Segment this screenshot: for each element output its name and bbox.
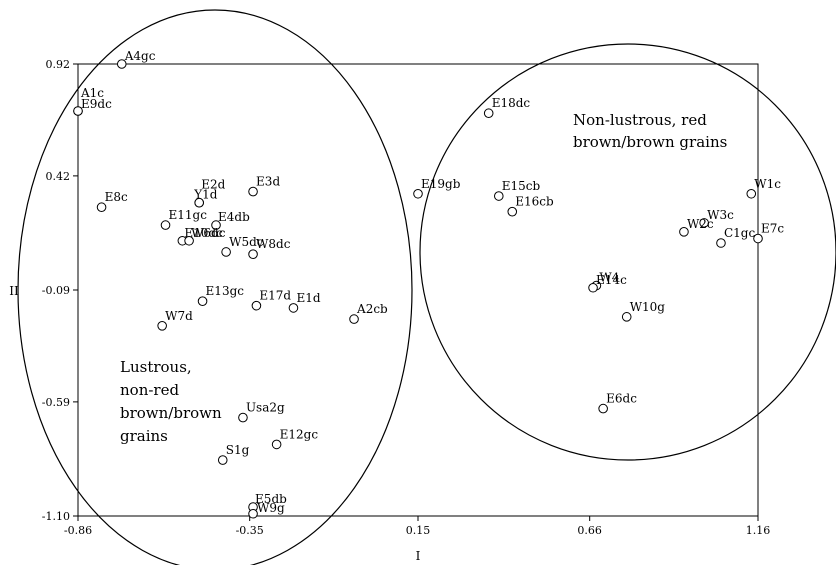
x-tick-label: 0.66 [577, 524, 602, 537]
point-label: S1g [226, 443, 250, 457]
ellipse-lustrous-cluster [17, 9, 413, 565]
annotation-text: non-red [120, 381, 179, 399]
y-tick-label: 0.42 [46, 170, 71, 183]
point-label: Y1d [193, 188, 218, 202]
point-label: E6dc [606, 392, 637, 406]
data-point [194, 197, 204, 208]
data-point [507, 206, 518, 217]
x-axis-label: I [416, 549, 421, 563]
data-point [598, 403, 608, 414]
data-point [211, 220, 221, 230]
point-label: A1c [80, 86, 104, 100]
data-point [238, 412, 248, 423]
data-point [699, 218, 709, 228]
data-point [160, 220, 171, 230]
point-label: W9g [257, 501, 285, 515]
data-point [483, 108, 494, 119]
point-label: E18dc [492, 96, 531, 110]
point-label: E10dc [184, 226, 223, 240]
data-point [753, 233, 763, 244]
x-tick-label: -0.35 [236, 524, 264, 537]
data-point [413, 188, 423, 199]
annotation-text: Lustrous, [120, 358, 192, 376]
data-point [217, 455, 228, 465]
cluster-ellipses [17, 9, 836, 565]
data-point [197, 296, 208, 306]
y-tick-label: -0.59 [42, 396, 70, 409]
axis-ticks: -0.86 -0.35 0.15 0.66 1.16 0.92 0.42 -0.09 -0.59… [42, 58, 770, 537]
data-point [248, 249, 258, 259]
data-point [621, 312, 632, 322]
point-label: E2d [201, 178, 225, 192]
point-label: E8c [105, 190, 128, 204]
point-label: E16cb [515, 195, 554, 209]
data-point [73, 106, 83, 116]
point-label: W8dc [256, 237, 291, 251]
plot-frame [77, 63, 759, 517]
ellipse-nonlustrous-cluster [419, 43, 836, 461]
cluster-annotations: Non-lustrous, red brown/brown grains Lustr… [120, 111, 727, 445]
y-tick-label: -0.09 [42, 284, 70, 297]
point-label: E15cb [502, 179, 541, 193]
point-label: E7c [761, 222, 784, 236]
point-label: E1d [296, 291, 320, 305]
point-label: A2cb [356, 302, 388, 316]
data-point [716, 238, 726, 248]
point-label: W4 [599, 271, 619, 285]
data-point [116, 59, 127, 69]
point-label: E3d [256, 175, 280, 189]
data-point [493, 191, 504, 201]
point-label: A4gc [124, 49, 156, 63]
point-label: W7d [165, 309, 193, 323]
x-tick-label: 1.16 [746, 524, 771, 537]
data-point [679, 227, 689, 237]
data-point [184, 235, 194, 246]
y-tick-label: -1.10 [42, 510, 70, 523]
point-label: W1c [754, 177, 781, 191]
data-point [251, 300, 262, 311]
data-point [157, 321, 167, 331]
point-label: E11gc [169, 208, 208, 222]
point-label: E12gc [280, 427, 319, 441]
point-label: E19gb [421, 177, 461, 191]
data-point [248, 508, 258, 519]
point-label: C1gc [724, 226, 755, 240]
annotation-text: grains [120, 427, 168, 445]
point-label: E4db [218, 210, 250, 224]
point-label: W3c [707, 208, 734, 222]
data-point [288, 303, 299, 313]
data-point [248, 186, 258, 197]
y-axis-label: II [9, 284, 19, 298]
point-label: E9dc [81, 97, 112, 111]
point-label: Usa2g [246, 401, 285, 415]
point-label: W2c [687, 217, 714, 231]
annotation-text: brown/brown grains [573, 133, 727, 151]
data-point [271, 439, 282, 450]
point-label: E14c [596, 273, 627, 287]
point-label: E13gc [206, 284, 245, 298]
data-point [96, 202, 107, 213]
point-label: W6dc [191, 226, 226, 240]
point-label: W5dc [229, 235, 264, 249]
y-tick-label: 0.92 [46, 58, 71, 71]
data-point [221, 247, 231, 257]
point-label: E17d [259, 289, 291, 303]
data-point [588, 282, 598, 293]
data-point [349, 314, 359, 324]
x-tick-label: -0.86 [64, 524, 92, 537]
point-label: W10g [630, 300, 666, 314]
point-label: E5db [255, 492, 287, 506]
x-tick-label: 0.15 [406, 524, 431, 537]
annotation-text: Non-lustrous, red [573, 111, 707, 129]
annotation-text: brown/brown [120, 404, 222, 422]
data-point [746, 188, 757, 199]
